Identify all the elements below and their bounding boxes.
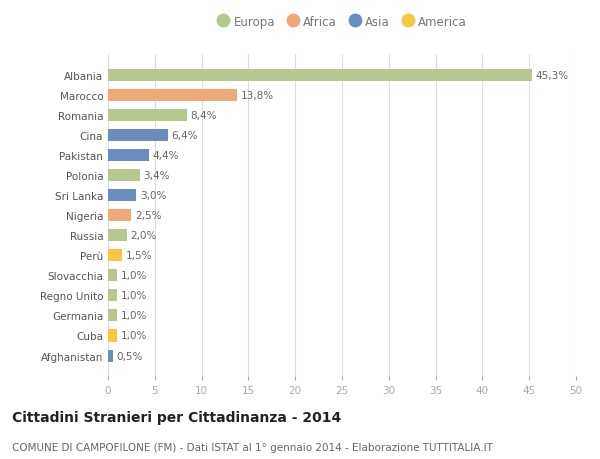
Text: 1,5%: 1,5% bbox=[126, 251, 152, 261]
Text: 0,5%: 0,5% bbox=[116, 351, 143, 361]
Text: 45,3%: 45,3% bbox=[536, 71, 569, 81]
Bar bbox=[108, 250, 122, 262]
Bar bbox=[108, 110, 187, 122]
Text: 6,4%: 6,4% bbox=[172, 131, 198, 141]
Bar bbox=[108, 350, 113, 362]
Bar bbox=[108, 230, 127, 242]
Bar bbox=[108, 170, 140, 182]
Text: 3,0%: 3,0% bbox=[140, 191, 166, 201]
Bar bbox=[108, 130, 168, 142]
Text: Cittadini Stranieri per Cittadinanza - 2014: Cittadini Stranieri per Cittadinanza - 2… bbox=[12, 411, 341, 425]
Bar bbox=[108, 70, 532, 82]
Text: 4,4%: 4,4% bbox=[153, 151, 179, 161]
Bar bbox=[108, 190, 136, 202]
Legend: Europa, Africa, Asia, America: Europa, Africa, Asia, America bbox=[217, 16, 467, 29]
Text: 1,0%: 1,0% bbox=[121, 291, 148, 301]
Text: 2,5%: 2,5% bbox=[135, 211, 161, 221]
Bar bbox=[108, 150, 149, 162]
Text: 1,0%: 1,0% bbox=[121, 271, 148, 281]
Bar bbox=[108, 330, 118, 342]
Bar bbox=[108, 210, 131, 222]
Text: 1,0%: 1,0% bbox=[121, 331, 148, 341]
Bar bbox=[108, 90, 237, 102]
Text: 1,0%: 1,0% bbox=[121, 311, 148, 321]
Text: 8,4%: 8,4% bbox=[190, 111, 217, 121]
Bar bbox=[108, 290, 118, 302]
Bar bbox=[108, 310, 118, 322]
Text: 3,4%: 3,4% bbox=[143, 171, 170, 181]
Text: 13,8%: 13,8% bbox=[241, 91, 274, 101]
Text: 2,0%: 2,0% bbox=[130, 231, 157, 241]
Bar bbox=[108, 270, 118, 282]
Text: COMUNE DI CAMPOFILONE (FM) - Dati ISTAT al 1° gennaio 2014 - Elaborazione TUTTIT: COMUNE DI CAMPOFILONE (FM) - Dati ISTAT … bbox=[12, 442, 493, 452]
